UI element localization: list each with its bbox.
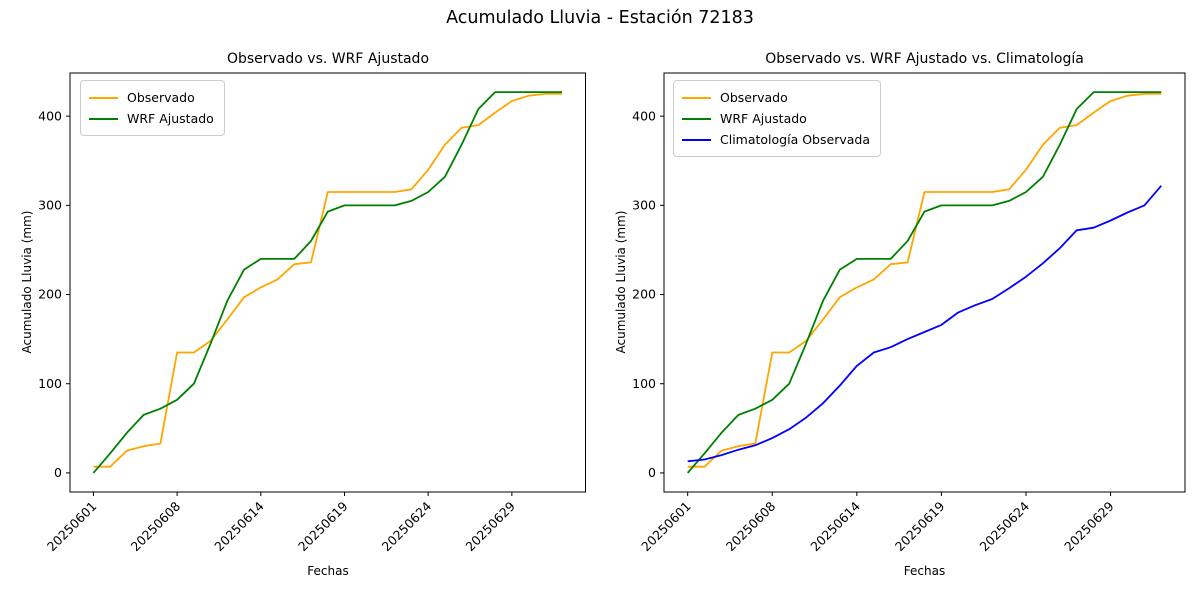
legend-label: Climatología Observada <box>720 132 870 147</box>
subplot-0: 0 100 200 300 400 20250601 20250608 20250614 202… <box>38 72 586 555</box>
left-plot-legend: Observado WRF Ajustado <box>80 80 225 136</box>
y-tick-label: 300 <box>632 198 656 213</box>
plot-area <box>663 72 1186 493</box>
legend-label: Observado <box>127 90 195 105</box>
y-tick-label: 200 <box>632 287 656 302</box>
x-tick-label: 20250629 <box>1061 498 1117 554</box>
legend-line-swatch <box>89 96 118 99</box>
legend-item: Observado <box>89 87 214 108</box>
observado-line <box>687 93 1162 468</box>
x-tick-label: 20250601 <box>638 499 694 555</box>
legend-item: WRF Ajustado <box>89 108 214 129</box>
legend-line-swatch <box>89 117 118 120</box>
y-tick-label: 100 <box>38 376 62 391</box>
climatolog-a-observada-line <box>687 185 1162 463</box>
wrf-ajustado-line <box>92 91 563 474</box>
x-tick-label: 20250624 <box>379 498 435 554</box>
left-x-axis-label: Fechas <box>307 564 349 578</box>
legend-item: Observado <box>682 87 870 108</box>
legend-line-swatch <box>682 138 711 141</box>
right-x-axis-label: Fechas <box>903 564 946 578</box>
y-tick-label: 100 <box>632 376 656 391</box>
x-tick-label: 20250601 <box>44 499 100 555</box>
x-tick-label: 20250624 <box>977 498 1033 554</box>
right-plot-legend: Observado WRF Ajustado Climatología Observ… <box>673 80 881 157</box>
y-tick-label: 400 <box>632 108 656 123</box>
plot-area <box>69 72 586 493</box>
observado-line <box>93 93 563 468</box>
x-tick-label: 20250608 <box>128 498 184 554</box>
y-tick-label: 300 <box>38 198 62 213</box>
legend-label: Observado <box>720 90 788 105</box>
x-tick-label: 20250614 <box>807 498 863 554</box>
left-subplot-title: Observado vs. WRF Ajustado <box>226 51 430 67</box>
legend-item: WRF Ajustado <box>682 108 870 129</box>
y-tick-label: 0 <box>648 465 656 480</box>
wrf-ajustado-line <box>687 91 1162 474</box>
y-tick-label: 400 <box>38 108 62 123</box>
legend-label: WRF Ajustado <box>127 111 214 126</box>
x-tick-label: 20250619 <box>892 498 948 554</box>
legend-label: WRF Ajustado <box>720 111 807 126</box>
legend-item: Climatología Observada <box>682 129 870 150</box>
y-tick-label: 200 <box>38 287 62 302</box>
legend-line-swatch <box>682 117 711 120</box>
x-tick-label: 20250608 <box>723 498 779 554</box>
x-tick-label: 20250619 <box>295 498 351 554</box>
figure-title: Acumulado Lluvia - Estación 72183 <box>446 8 754 28</box>
right-subplot-title: Observado vs. WRF Ajustado vs. Climatolo… <box>765 51 1084 67</box>
x-tick-label: 20250629 <box>462 498 518 554</box>
y-tick-label: 0 <box>54 465 62 480</box>
legend-line-swatch <box>682 96 711 99</box>
x-tick-label: 20250614 <box>211 498 267 554</box>
